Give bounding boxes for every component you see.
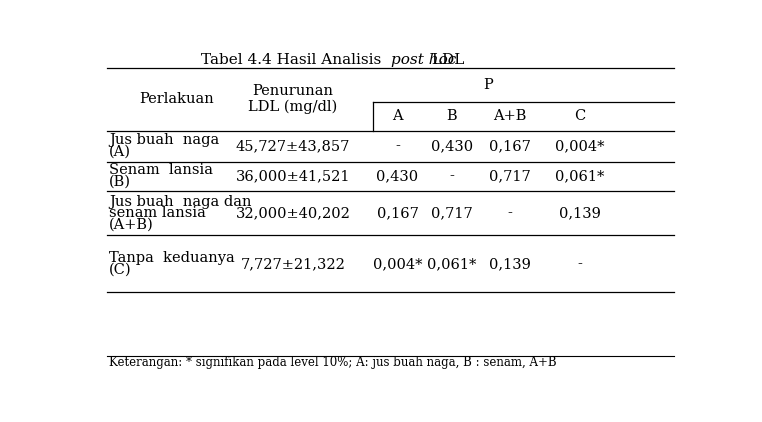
Text: Keterangan: * signifikan pada level 10%; A: jus buah naga, B : senam, A+B: Keterangan: * signifikan pada level 10%;… [109, 356, 557, 368]
Text: B: B [447, 109, 457, 124]
Text: 7,727±21,322: 7,727±21,322 [241, 257, 345, 271]
Text: 32,000±40,202: 32,000±40,202 [235, 206, 351, 220]
Text: Penurunan: Penurunan [252, 84, 334, 98]
Text: Tanpa  keduanya: Tanpa keduanya [109, 251, 235, 265]
Text: 0,061*: 0,061* [555, 169, 604, 183]
Text: A: A [392, 109, 403, 124]
Text: Senam  lansia: Senam lansia [109, 163, 213, 177]
Text: 0,004*: 0,004* [555, 139, 604, 153]
Text: (A): (A) [109, 145, 131, 159]
Text: -: - [507, 206, 512, 220]
Text: A+B: A+B [493, 109, 527, 124]
Text: 0,004*: 0,004* [373, 257, 422, 271]
Text: 45,727±43,857: 45,727±43,857 [235, 139, 350, 153]
Text: Jus buah  naga: Jus buah naga [109, 133, 219, 147]
Text: 0,717: 0,717 [431, 206, 472, 220]
Text: 0,167: 0,167 [489, 139, 531, 153]
Text: senam lansia: senam lansia [109, 206, 206, 220]
Text: 0,430: 0,430 [376, 169, 418, 183]
Text: -: - [577, 257, 582, 271]
Text: P: P [484, 78, 494, 92]
Text: 36,000±41,521: 36,000±41,521 [235, 169, 350, 183]
Text: LDL (mg/dl): LDL (mg/dl) [248, 100, 338, 114]
Text: -: - [395, 139, 400, 153]
Text: 0,061*: 0,061* [427, 257, 476, 271]
Text: 0,139: 0,139 [489, 257, 531, 271]
Text: Jus buah  naga dan: Jus buah naga dan [109, 195, 251, 208]
Text: 0,430: 0,430 [431, 139, 472, 153]
Text: -: - [450, 169, 454, 183]
Text: (C): (C) [109, 263, 132, 277]
Text: 0,717: 0,717 [489, 169, 531, 183]
Text: Tabel 4.4 Hasil Analisis: Tabel 4.4 Hasil Analisis [200, 53, 391, 67]
Text: 0,139: 0,139 [559, 206, 600, 220]
Text: C: C [574, 109, 585, 124]
Text: LDL: LDL [427, 53, 464, 67]
Text: post hoc: post hoc [391, 53, 456, 67]
Text: Perlakuan: Perlakuan [139, 92, 214, 106]
Text: (A+B): (A+B) [109, 218, 154, 232]
Text: (B): (B) [109, 175, 131, 189]
Text: 0,167: 0,167 [376, 206, 418, 220]
